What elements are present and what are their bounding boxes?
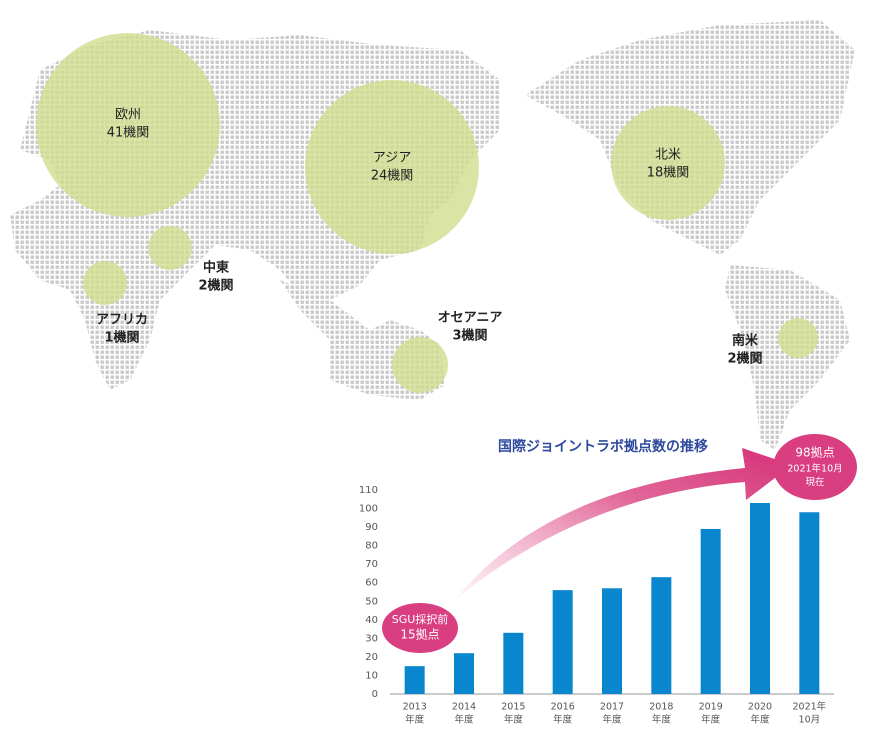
x-tick-sublabel: 年度	[701, 714, 721, 726]
x-tick-label: 2017	[600, 702, 624, 713]
region-name: オセアニア	[438, 311, 503, 326]
y-tick-label: 50	[365, 596, 378, 607]
x-tick-label: 2018	[649, 702, 673, 713]
growth-arrow	[455, 448, 792, 600]
region-name: 中東	[203, 260, 229, 276]
annotation-text: 2021年10月	[787, 463, 842, 475]
region-name: アフリカ	[96, 313, 148, 328]
region-count: 41機関	[107, 126, 150, 141]
y-tick-label: 40	[365, 615, 378, 626]
y-tick-label: 10	[365, 670, 378, 681]
region-circle	[83, 261, 127, 305]
y-tick-label: 0	[372, 689, 378, 700]
y-tick-label: 90	[365, 522, 378, 533]
x-tick-sublabel: 年度	[504, 714, 524, 726]
bar	[404, 666, 425, 694]
south-america	[725, 265, 850, 450]
region-count: 2機関	[727, 351, 762, 367]
y-tick-label: 70	[365, 559, 378, 570]
y-tick-label: 20	[365, 652, 378, 663]
x-tick-sublabel: 10月	[799, 715, 821, 726]
region-circle	[778, 318, 818, 358]
region-circle	[392, 337, 448, 393]
annotation-text: 現在	[805, 476, 824, 488]
bar	[602, 588, 622, 694]
region-count: 18機関	[647, 166, 690, 181]
region-name: 北米	[655, 148, 681, 163]
bar	[454, 653, 474, 694]
bar	[552, 590, 573, 694]
x-tick-sublabel: 年度	[553, 714, 573, 726]
bar	[799, 512, 820, 694]
y-tick-label: 100	[359, 504, 378, 515]
x-tick-label: 2016	[551, 702, 575, 713]
chart-title: 国際ジョイントラボ拠点数の推移	[498, 438, 708, 455]
annotation-bubble	[773, 434, 857, 500]
y-tick-label: 80	[365, 541, 378, 552]
region-circle	[611, 106, 725, 220]
x-tick-sublabel: 年度	[652, 714, 672, 726]
region-name: 欧州	[115, 108, 141, 123]
x-tick-sublabel: 年度	[602, 714, 622, 726]
chart: 01020304050607080901001102013年度2014年度201…	[359, 485, 834, 726]
x-tick-label: 2015	[501, 702, 525, 713]
bar	[503, 632, 524, 694]
bar	[750, 502, 770, 694]
region-circle	[148, 226, 192, 270]
y-tick-label: 110	[359, 485, 378, 496]
x-tick-sublabel: 年度	[405, 714, 425, 726]
x-tick-label: 2021年	[792, 701, 826, 713]
region-circle	[305, 80, 479, 254]
x-tick-label: 2019	[699, 702, 723, 713]
x-tick-label: 2020	[748, 702, 772, 713]
region-count: 3機関	[452, 328, 487, 344]
x-tick-label: 2013	[403, 702, 427, 713]
region-count: 2機関	[198, 278, 233, 294]
bar	[651, 577, 672, 694]
region-count: 24機関	[371, 169, 414, 184]
region-name: アジア	[373, 151, 411, 166]
region-name: 南米	[732, 333, 759, 349]
regions: 欧州41機関中東2機関アフリカ1機関アジア24機関オセアニア3機関北米18機関南…	[36, 33, 818, 393]
x-tick-label: 2014	[452, 702, 476, 713]
annotation-text: 98拠点	[795, 446, 834, 460]
region-circle	[36, 33, 220, 217]
y-tick-label: 30	[365, 633, 378, 644]
y-tick-label: 60	[365, 578, 378, 589]
annotation-bubble	[382, 603, 458, 653]
annotation-text: 15拠点	[400, 628, 439, 642]
x-tick-sublabel: 年度	[750, 714, 770, 726]
x-tick-sublabel: 年度	[454, 714, 474, 726]
region-count: 1機関	[104, 330, 139, 346]
bar	[700, 528, 721, 694]
annotation-text: SGU採択前	[392, 612, 449, 626]
